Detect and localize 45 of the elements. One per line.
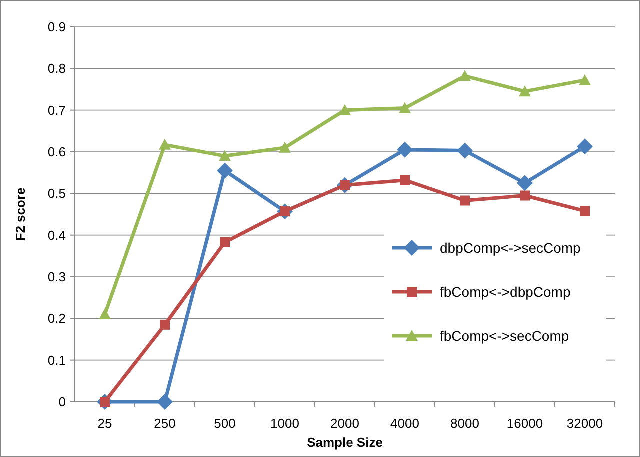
point	[157, 394, 173, 410]
y-tick-label: 0.5	[48, 186, 66, 202]
point	[460, 196, 470, 206]
y-tick-label: 0.3	[48, 270, 66, 285]
point	[160, 320, 170, 330]
point	[220, 237, 230, 248]
x-tick-label: 2000	[330, 416, 360, 431]
x-axis-title: Sample Size	[307, 435, 383, 450]
legend-label: fbComp<->secComp	[440, 328, 570, 344]
point	[519, 86, 531, 97]
x-tick-label: 16000	[506, 416, 544, 431]
point	[159, 138, 171, 150]
point	[580, 206, 590, 216]
point	[99, 308, 111, 320]
point	[520, 190, 530, 201]
point	[399, 102, 411, 114]
y-tick-label: 0.6	[48, 144, 66, 160]
y-tick-label: 0.8	[48, 61, 66, 76]
y-tick-label: 0.9	[48, 20, 66, 35]
point	[339, 104, 351, 116]
point	[397, 142, 413, 158]
point	[279, 142, 291, 153]
point	[517, 175, 533, 192]
point	[457, 142, 473, 159]
y-tick-label: 0.7	[48, 102, 66, 118]
y-axis-title: F2 score	[13, 188, 28, 242]
x-tick-label: 250	[154, 416, 176, 431]
point	[217, 162, 233, 179]
legend-label: dbpComp<->secComp	[440, 240, 582, 256]
y-tick-label: 0.2	[48, 311, 66, 326]
x-tick-label: 32000	[566, 416, 604, 431]
point	[579, 74, 591, 86]
x-tick-label: 500	[214, 416, 236, 431]
legend-label: fbComp<->dbpComp	[440, 284, 571, 300]
x-tick-label: 25	[98, 416, 112, 431]
x-tick-label: 8000	[450, 416, 480, 431]
y-tick-label: 0	[58, 394, 66, 410]
point	[459, 70, 471, 82]
y-tick-label: 0.4	[48, 228, 66, 243]
x-tick-label: 4000	[390, 416, 420, 431]
point	[400, 175, 410, 186]
x-tick-label: 1000	[270, 416, 300, 431]
y-tick-label: 0.1	[48, 352, 66, 368]
point	[219, 150, 231, 162]
point	[577, 138, 593, 155]
